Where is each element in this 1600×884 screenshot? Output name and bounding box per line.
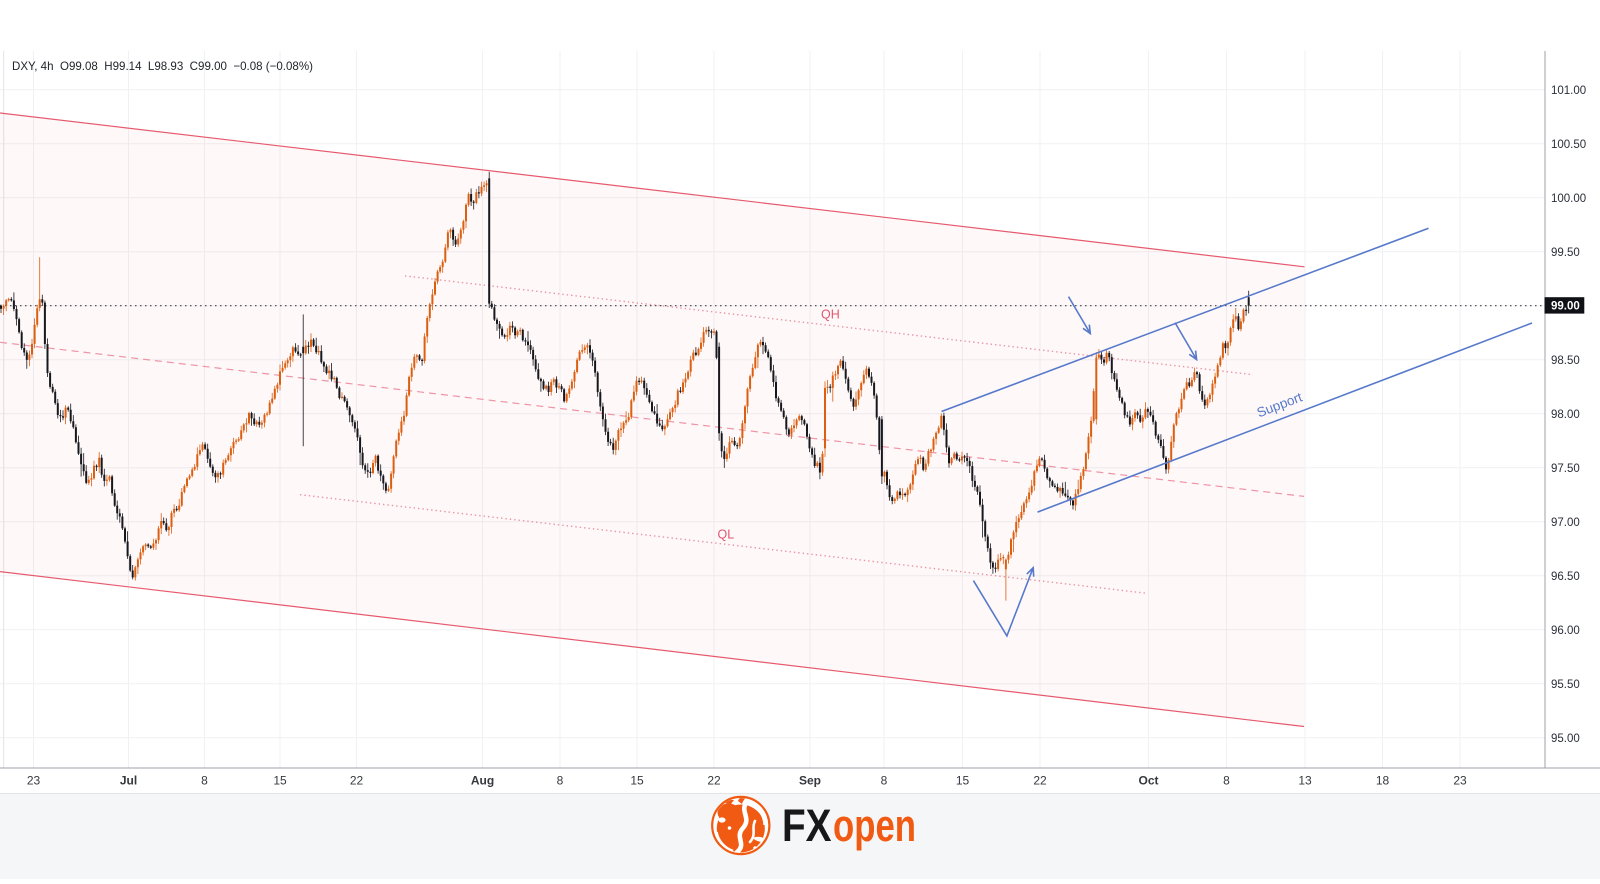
svg-text:8: 8 bbox=[881, 774, 888, 788]
svg-text:98.50: 98.50 bbox=[1551, 355, 1580, 367]
svg-text:95.00: 95.00 bbox=[1551, 733, 1580, 745]
svg-text:Sep: Sep bbox=[799, 774, 821, 788]
svg-text:101.00: 101.00 bbox=[1551, 85, 1586, 97]
svg-text:22: 22 bbox=[1033, 774, 1047, 788]
svg-text:100.50: 100.50 bbox=[1551, 139, 1586, 151]
svg-text:97.50: 97.50 bbox=[1551, 463, 1580, 475]
svg-text:18: 18 bbox=[1376, 774, 1390, 788]
svg-text:Jul: Jul bbox=[120, 774, 137, 788]
svg-text:23: 23 bbox=[1453, 774, 1467, 788]
svg-text:15: 15 bbox=[956, 774, 970, 788]
svg-text:FX: FX bbox=[782, 800, 832, 851]
svg-text:96.50: 96.50 bbox=[1551, 571, 1580, 583]
svg-text:open: open bbox=[833, 800, 916, 851]
svg-text:8: 8 bbox=[1223, 774, 1230, 788]
svg-text:15: 15 bbox=[630, 774, 644, 788]
svg-text:95.50: 95.50 bbox=[1551, 679, 1580, 691]
svg-text:Aug: Aug bbox=[471, 774, 494, 788]
svg-text:97.00: 97.00 bbox=[1551, 517, 1580, 529]
svg-text:Oct: Oct bbox=[1138, 774, 1158, 788]
svg-text:22: 22 bbox=[707, 774, 721, 788]
svg-text:QH: QH bbox=[821, 308, 840, 322]
svg-text:13: 13 bbox=[1298, 774, 1312, 788]
svg-text:98.00: 98.00 bbox=[1551, 409, 1580, 421]
svg-text:23: 23 bbox=[27, 774, 41, 788]
svg-text:96.00: 96.00 bbox=[1551, 625, 1580, 637]
svg-text:QL: QL bbox=[718, 528, 735, 542]
svg-text:8: 8 bbox=[201, 774, 208, 788]
svg-text:99.50: 99.50 bbox=[1551, 247, 1580, 259]
svg-text:DXY, 4h O99.08 H99.14 L98.9: DXY, 4h O99.08 H99.14 L98.93 C99.00 −0.0… bbox=[12, 59, 313, 73]
svg-text:8: 8 bbox=[557, 774, 564, 788]
svg-text:99.00: 99.00 bbox=[1551, 301, 1580, 313]
svg-text:100.00: 100.00 bbox=[1551, 193, 1586, 205]
svg-text:22: 22 bbox=[350, 774, 364, 788]
svg-text:15: 15 bbox=[273, 774, 287, 788]
